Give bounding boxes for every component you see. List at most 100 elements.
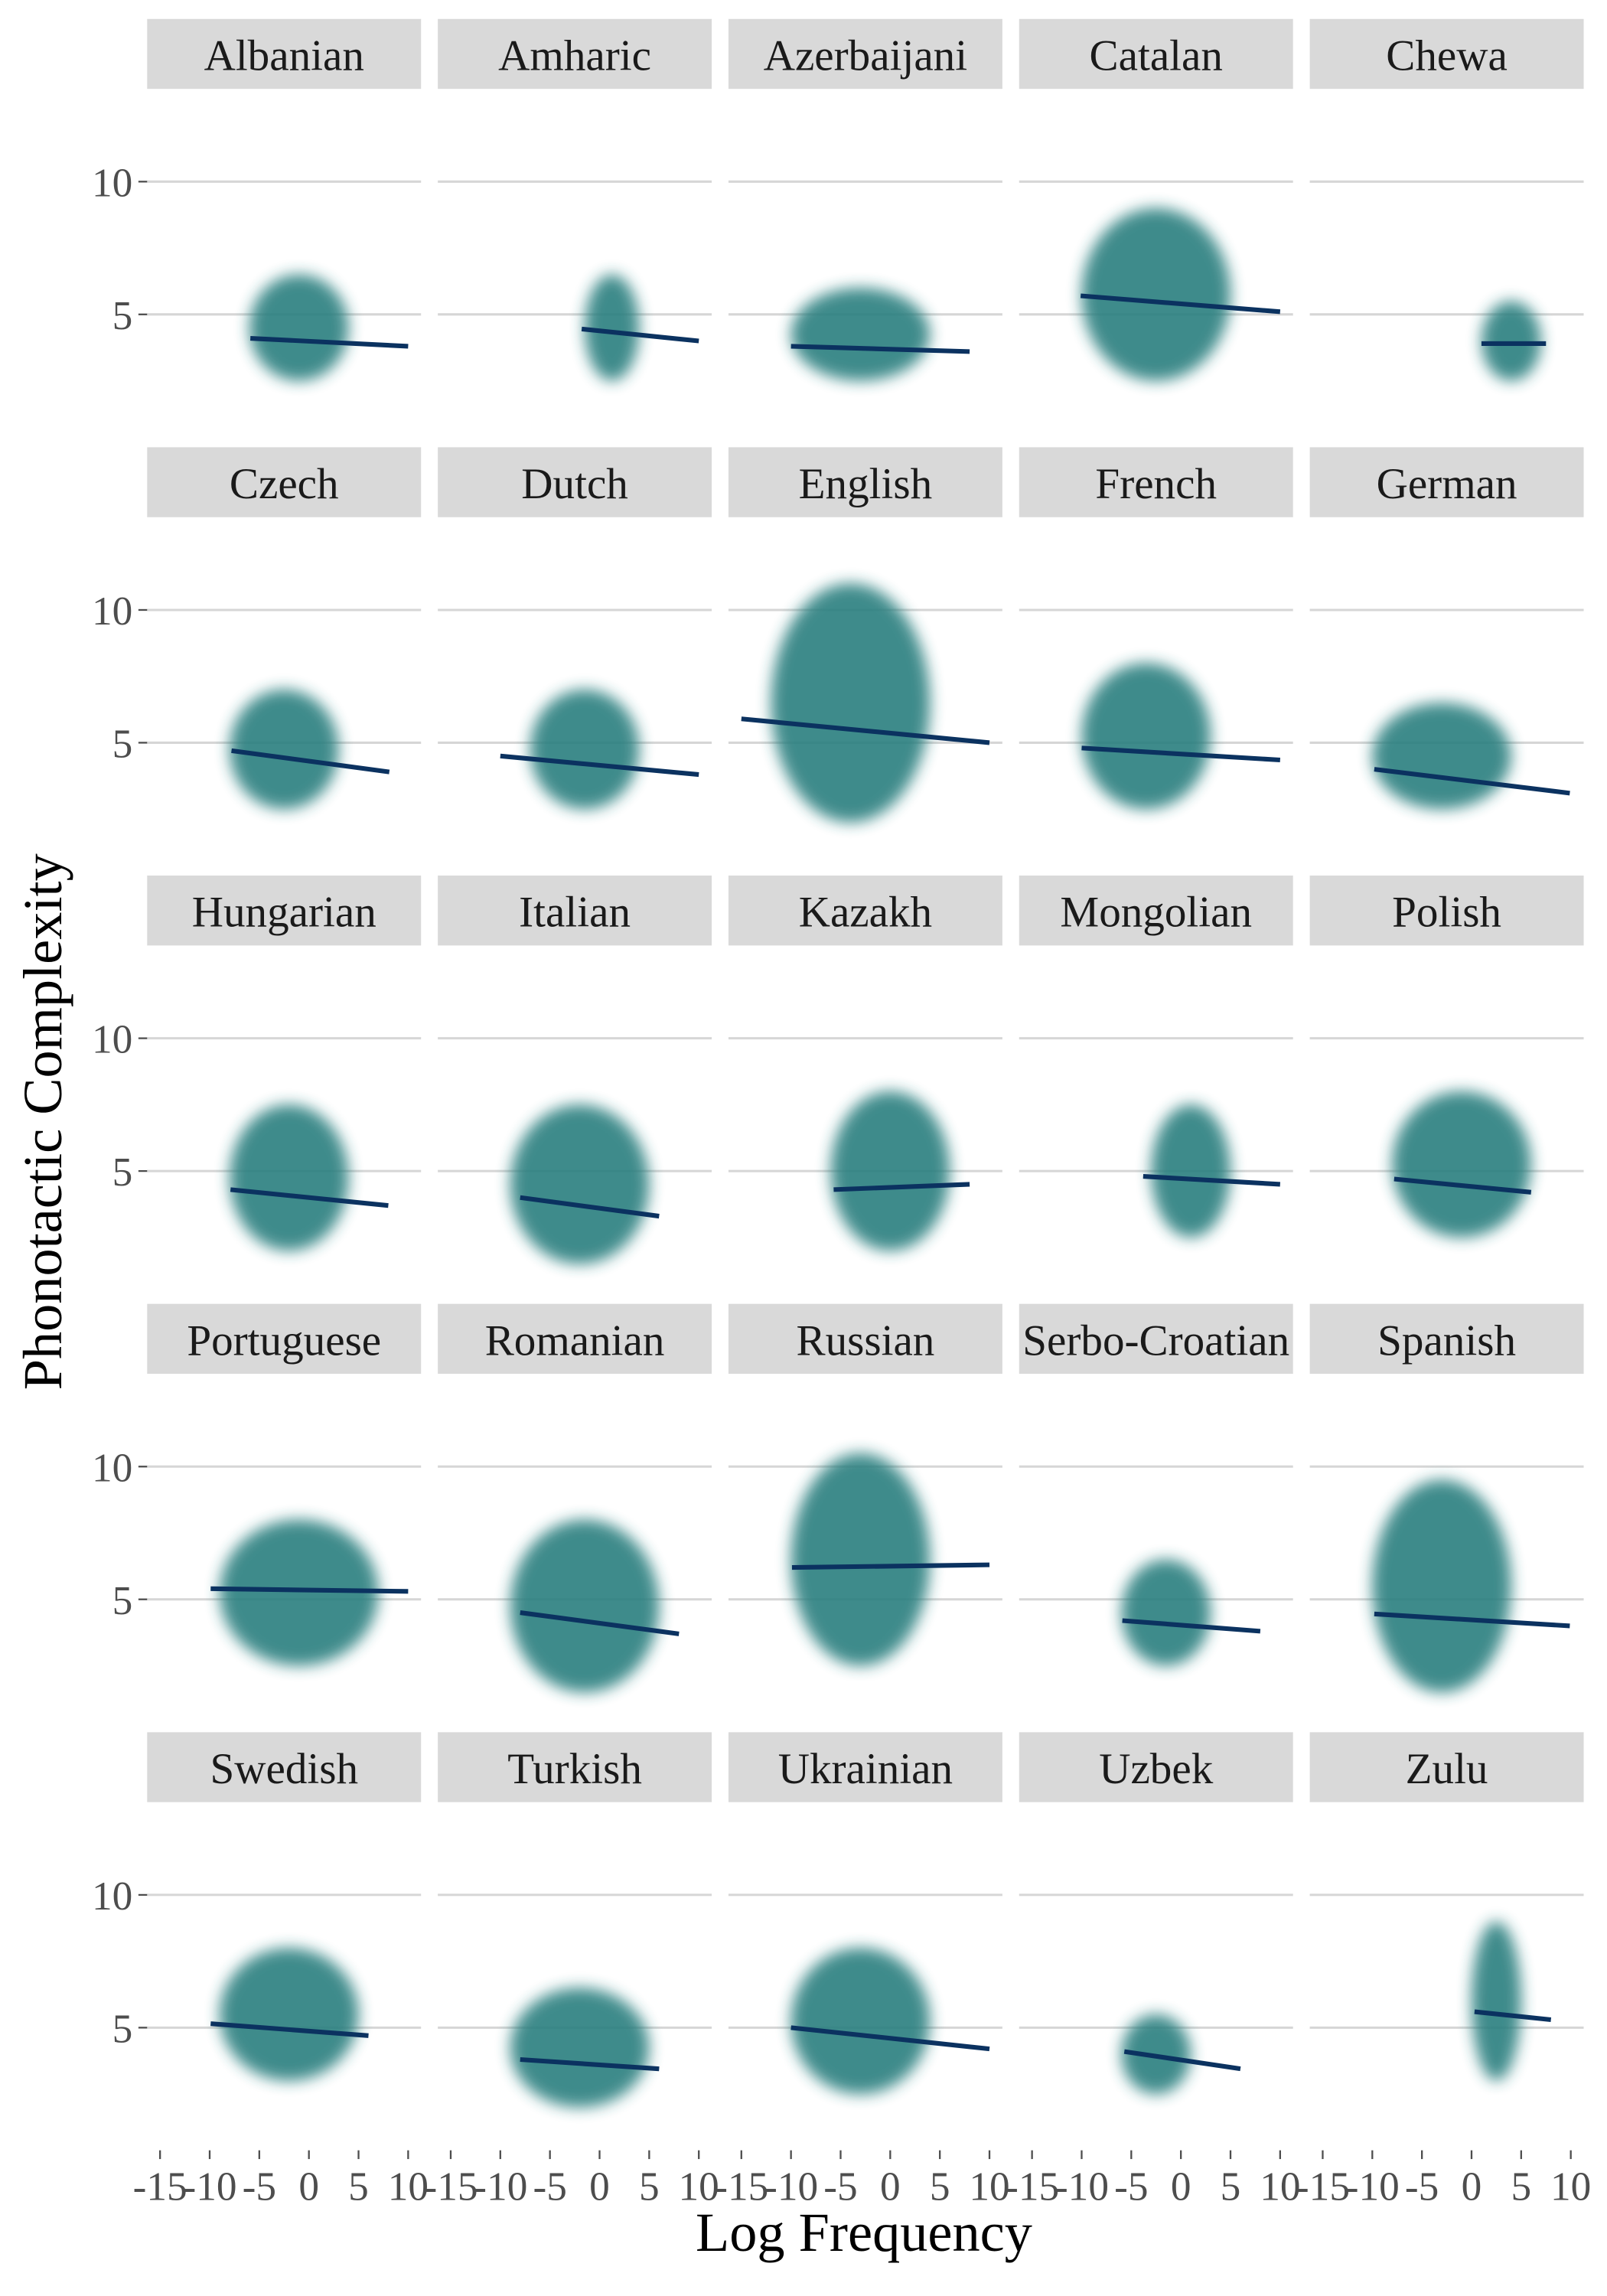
point-cloud — [585, 274, 640, 381]
strip — [1019, 18, 1293, 90]
strip-title: Uzbek — [1099, 1745, 1214, 1793]
panel: Serbo-Croatian — [1019, 1303, 1293, 1666]
point-cloud — [1471, 1921, 1521, 2081]
y-tick-label: 5 — [112, 721, 133, 766]
panel: Kazakh — [728, 876, 1002, 1251]
x-tick-label: -10 — [1345, 2164, 1400, 2209]
strip — [728, 447, 1002, 517]
x-tick-label: -10 — [764, 2164, 818, 2209]
strip — [147, 876, 422, 946]
point-cloud — [1372, 1479, 1511, 1693]
panel: Ukrainian -15-10 -5 0 5 10 — [714, 1732, 1010, 2209]
strip-title: Swedish — [210, 1745, 358, 1793]
point-cloud — [219, 1948, 359, 2081]
x-tick-label: 10 — [679, 2164, 719, 2209]
y-tick-label: 10 — [92, 1874, 132, 1919]
fit-line — [250, 335, 409, 349]
x-tick-label: 0 — [880, 2164, 901, 2209]
x-axis-title: Log Frequency — [696, 2202, 1032, 2263]
panel: English — [728, 447, 1002, 823]
fit-line — [1122, 1618, 1261, 1634]
strip-title: Polish — [1392, 889, 1501, 937]
strip — [1309, 876, 1584, 946]
strip — [438, 447, 712, 517]
strip — [728, 18, 1002, 90]
x-tick-label: 5 — [348, 2164, 369, 2209]
point-cloud — [1392, 1091, 1531, 1238]
fit-line — [791, 1562, 990, 1570]
strip-title: Chewa — [1386, 31, 1508, 80]
x-tick-label: -10 — [473, 2164, 527, 2209]
strip — [1309, 1732, 1584, 1802]
y-tick-label: 10 — [92, 589, 132, 634]
panel: Portuguese 5 10 — [92, 1303, 422, 1666]
strip — [438, 876, 712, 946]
strip-title: Turkish — [507, 1745, 642, 1793]
strip-title: Spanish — [1377, 1316, 1516, 1365]
fit-line — [581, 326, 699, 344]
fit-line — [1374, 1611, 1570, 1629]
point-cloud — [229, 690, 339, 810]
panel: Chewa — [1309, 18, 1584, 381]
y-tick-label: 10 — [92, 1445, 132, 1490]
strip — [438, 1732, 712, 1802]
strip-title: Ukrainian — [778, 1745, 953, 1793]
y-tick-label: 10 — [92, 160, 132, 205]
x-tick-label: 0 — [1462, 2164, 1482, 2209]
point-cloud — [229, 1104, 349, 1251]
fit-line — [230, 1187, 389, 1208]
point-cloud — [530, 690, 640, 810]
y-axis-title: Phonotactic Complexity — [12, 853, 73, 1390]
point-cloud — [790, 1948, 931, 2095]
x-tick-label: 10 — [1550, 2164, 1591, 2209]
point-cloud — [771, 583, 931, 823]
panel: Russian — [728, 1303, 1002, 1666]
point-cloud — [1481, 301, 1541, 381]
fit-line — [1474, 2009, 1552, 2022]
point-cloud — [1081, 663, 1211, 810]
strip-title: German — [1377, 460, 1517, 508]
strip — [1019, 1732, 1293, 1802]
point-cloud — [830, 1091, 950, 1251]
fit-line — [520, 1195, 660, 1219]
fit-line — [520, 2056, 660, 2072]
x-tick-label: 10 — [969, 2164, 1009, 2209]
fit-line — [500, 753, 699, 778]
panel: Romanian — [438, 1303, 712, 1693]
y-tick-label: 5 — [112, 293, 133, 338]
strip-title: Azerbaijani — [764, 31, 967, 80]
strip-title: Hungarian — [192, 889, 376, 937]
x-tick-label: -5 — [1114, 2164, 1148, 2209]
strip-title: Portuguese — [187, 1316, 381, 1365]
fit-line — [1393, 1176, 1532, 1195]
strip — [147, 1303, 422, 1375]
strip-title: Amharic — [498, 31, 651, 80]
point-cloud — [790, 1453, 931, 1666]
strip — [1309, 1303, 1584, 1375]
x-tick-label: -15 — [714, 2164, 768, 2209]
panel: Zulu -15-10 -5 0 5 10 — [1296, 1732, 1591, 2209]
strip — [1019, 447, 1293, 517]
x-tick-label: -5 — [243, 2164, 276, 2209]
strip-title: Albanian — [204, 31, 364, 80]
strip — [728, 876, 1002, 946]
strip-title: French — [1095, 460, 1217, 508]
fit-line — [741, 716, 990, 745]
strip-title: Zulu — [1406, 1745, 1488, 1793]
panel: Italian — [438, 876, 712, 1264]
fit-line — [520, 1610, 680, 1636]
fit-line — [833, 1182, 970, 1192]
point-cloud — [510, 1519, 660, 1693]
point-cloud — [1121, 1559, 1211, 1666]
x-tick-label: 5 — [639, 2164, 660, 2209]
strip-title: Serbo-Croatian — [1022, 1316, 1289, 1365]
point-cloud — [1372, 703, 1511, 810]
strip-title: Romanian — [485, 1316, 665, 1365]
strip-title: Dutch — [521, 460, 628, 508]
x-tick-label: -10 — [1054, 2164, 1109, 2209]
panel: Catalan — [1019, 18, 1293, 381]
strip — [1309, 447, 1584, 517]
strip — [728, 1732, 1002, 1802]
